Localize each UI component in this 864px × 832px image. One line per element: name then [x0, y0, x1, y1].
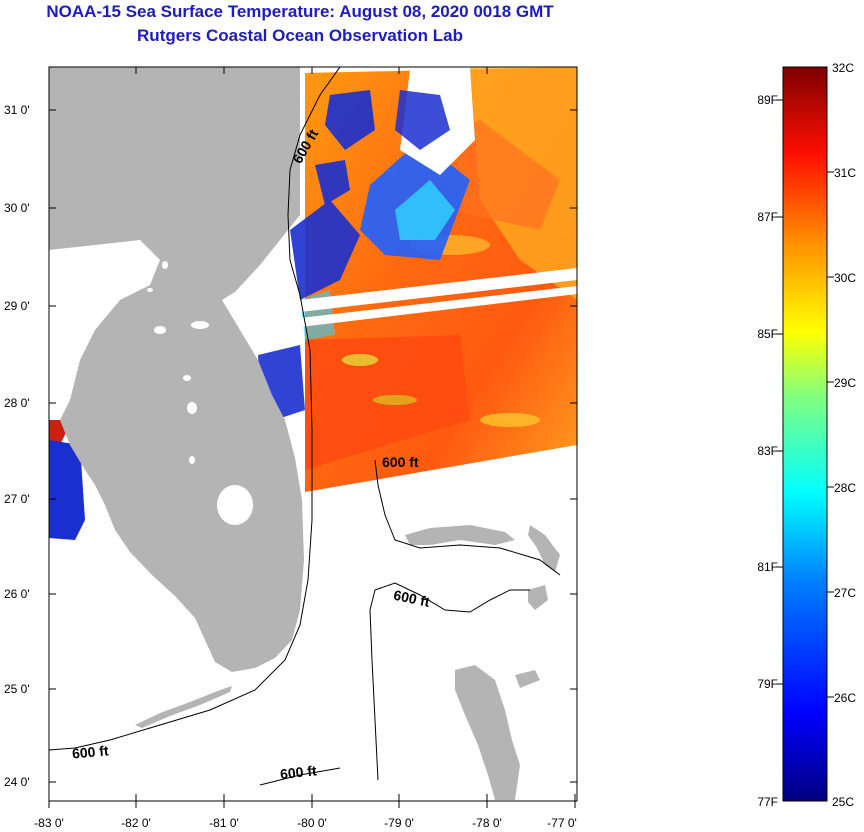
contour-label-600ft: 600 ft — [382, 454, 419, 470]
lake-okeechobee — [217, 485, 253, 525]
colorbar-celsius-label: 31C — [834, 166, 856, 180]
colorbar-fahrenheit-label: 87F — [757, 210, 778, 224]
andros-island — [455, 665, 520, 800]
colorbar-fahrenheit-label: 79F — [757, 677, 778, 691]
map-frame — [48, 66, 578, 802]
lat-label: 24 0' — [4, 775, 30, 789]
colorbar-celsius-label: 32C — [832, 61, 854, 75]
colorbar-fahrenheit-label: 83F — [757, 444, 778, 458]
contour-labels: 600 ft 600 ft 600 ft 600 ft 600 ft — [71, 126, 431, 782]
colorbar-fahrenheit-label: 89F — [757, 93, 778, 107]
colorbar-fahrenheit-label: 77F — [757, 795, 778, 809]
contour-label-600ft: 600 ft — [392, 587, 431, 610]
colorbar-fahrenheit-label: 85F — [757, 327, 778, 341]
lon-label: -81 0' — [209, 816, 239, 830]
colorbar-celsius-label: 27C — [834, 586, 856, 600]
contour-label-600ft: 600 ft — [279, 762, 317, 782]
lon-label: -77 0' — [547, 816, 577, 830]
lon-label: -80 0' — [297, 816, 327, 830]
lat-label: 31 0' — [4, 103, 30, 117]
abaco — [528, 525, 560, 572]
latitude-axis: 31 0' 30 0' 29 0' 28 0' 27 0' 26 0' 25 0… — [4, 103, 577, 789]
grand-bahama — [405, 525, 515, 545]
chart-subtitle: Rutgers Coastal Ocean Observation Lab — [137, 26, 463, 45]
depth-contours — [49, 67, 561, 786]
florida-keys — [135, 686, 232, 728]
lat-label: 28 0' — [4, 396, 30, 410]
lat-label: 25 0' — [4, 682, 30, 696]
colorbar-gradient — [782, 66, 828, 802]
colorbar: 32C 31C 30C 29C 28C 27C 26C 25C 89F 87F … — [757, 61, 856, 809]
lon-label: -83 0' — [34, 816, 64, 830]
bahamas-small — [528, 585, 548, 610]
colorbar-celsius-label: 29C — [834, 376, 856, 390]
lat-label: 26 0' — [4, 587, 30, 601]
contour-label-600ft: 600 ft — [71, 742, 109, 761]
longitude-axis: -83 0' -82 0' -81 0' -80 0' -79 0' -78 0… — [34, 67, 577, 830]
colorbar-celsius-label: 30C — [834, 271, 856, 285]
lat-label: 27 0' — [4, 492, 30, 506]
lon-label: -78 0' — [472, 816, 502, 830]
bahamas-islet — [515, 670, 540, 688]
colorbar-celsius-label: 28C — [834, 481, 856, 495]
lon-label: -79 0' — [384, 816, 414, 830]
colorbar-celsius-label: 25C — [832, 795, 854, 809]
lat-label: 30 0' — [4, 201, 30, 215]
colorbar-fahrenheit-label: 81F — [757, 560, 778, 574]
lat-label: 29 0' — [4, 299, 30, 313]
sst-swath — [49, 67, 577, 540]
inland-lakes — [147, 261, 209, 464]
colorbar-celsius-label: 26C — [834, 691, 856, 705]
chart-title: NOAA-15 Sea Surface Temperature: August … — [46, 2, 554, 21]
lon-label: -82 0' — [121, 816, 151, 830]
